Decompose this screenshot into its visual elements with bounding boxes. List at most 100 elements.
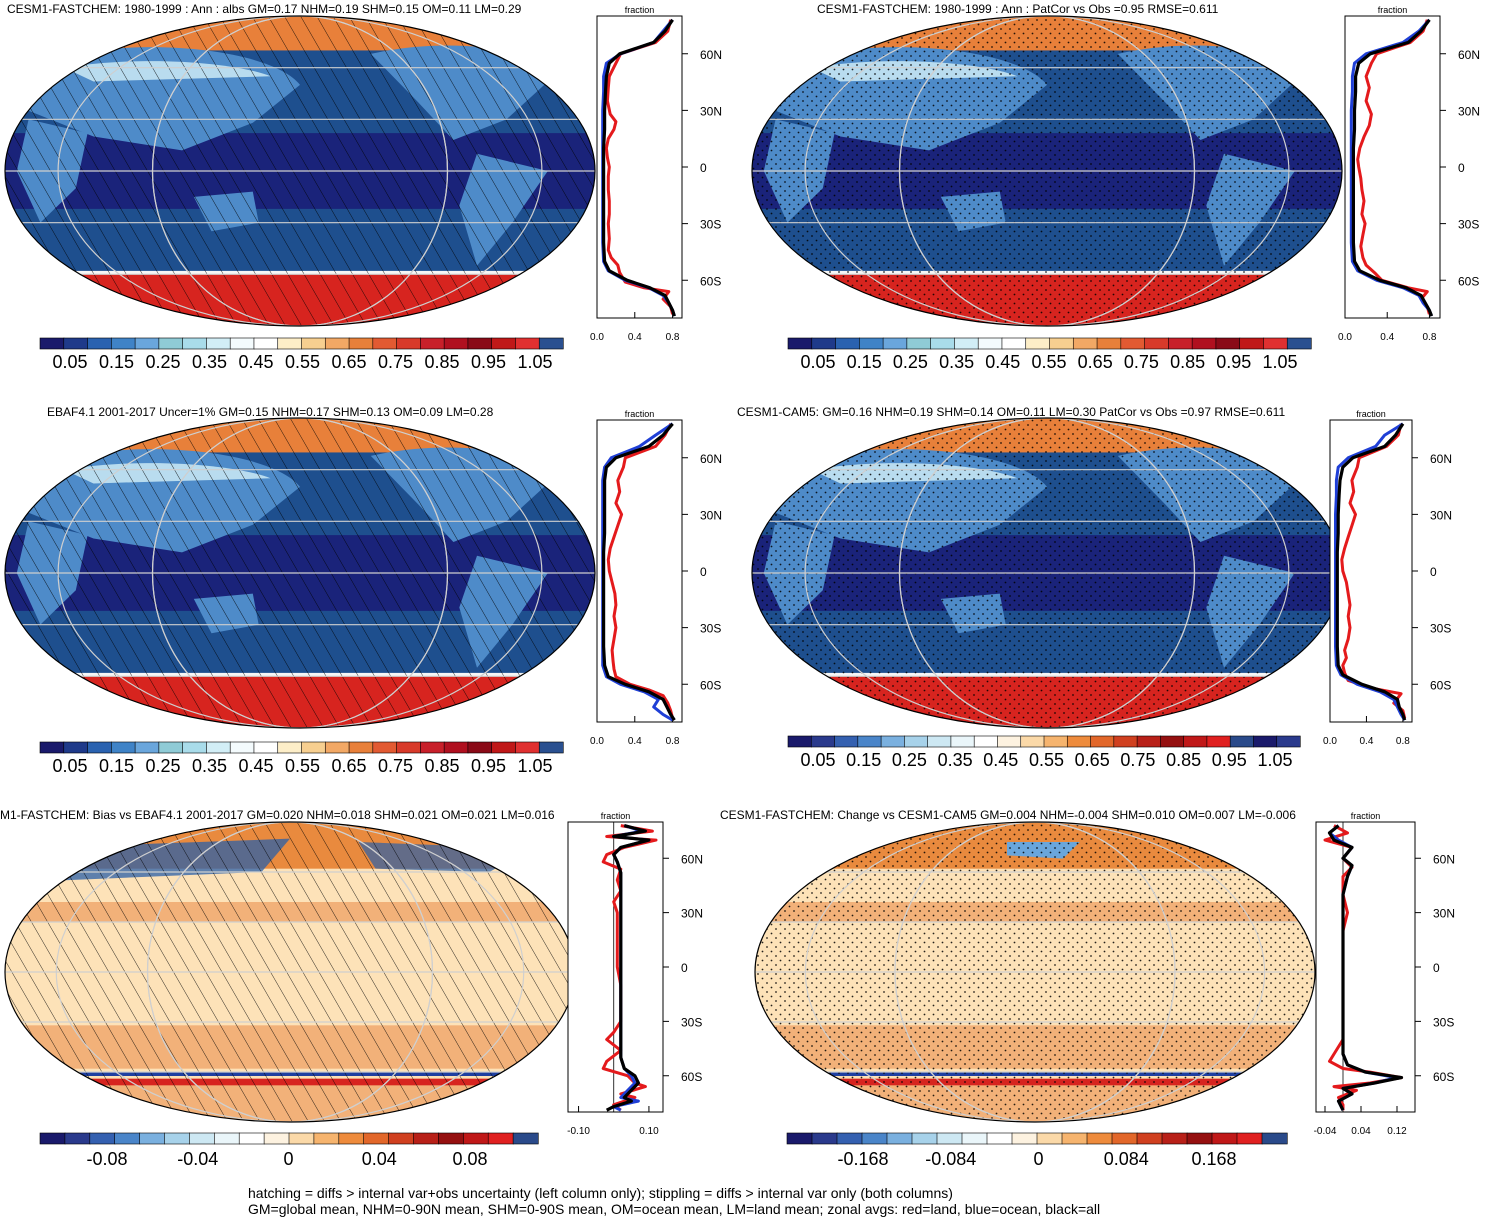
y-tick-label: 0 <box>700 161 707 175</box>
map-title: CESM1-FASTCHEM: 1980-1999 : Ann : PatCor… <box>817 2 1219 16</box>
colorbar: -0.168 -0.084 0 0.084 0.168 <box>786 1132 1288 1169</box>
colorbar-tick-label: 0.45 <box>985 352 1020 372</box>
colorbar-swatch <box>39 337 65 350</box>
colorbar-tick-label: 0.85 <box>1166 750 1201 770</box>
panel-3: EBAF4.1 2001-2017 Uncer=1% GM=0.15 NHM=0… <box>4 405 722 776</box>
colorbar-swatch <box>1001 337 1027 350</box>
colorbar-swatch <box>134 337 160 350</box>
colorbar-swatch <box>64 1132 91 1145</box>
colorbar-swatch <box>1186 1132 1213 1145</box>
y-tick-label: 30N <box>1433 907 1455 921</box>
colorbar-tick-label: 0.05 <box>52 756 87 776</box>
colorbar-tick-label: 0 <box>1033 1149 1043 1169</box>
zonal-profile: fraction 60N 30N 0 30S 60S 0.0 0.4 0.8 <box>590 409 722 747</box>
colorbar-tick-label: 0.35 <box>192 756 227 776</box>
meridian-line <box>151 16 449 326</box>
y-tick-label: 30N <box>700 508 722 522</box>
x-tick-label: 0.4 <box>1380 332 1394 343</box>
colorbar-swatch <box>1160 735 1185 748</box>
profile-title: fraction <box>1378 5 1408 15</box>
x-tick-label: 0.4 <box>628 736 642 747</box>
x-tick-label: -0.10 <box>567 1126 590 1137</box>
colorbar-swatch <box>787 337 813 350</box>
colorbar-swatch <box>886 1132 913 1145</box>
map-border <box>4 15 596 327</box>
colorbar-swatch <box>462 1132 489 1145</box>
colorbar-swatch <box>1036 1132 1063 1145</box>
colorbar-swatch <box>1066 735 1092 748</box>
colorbar-swatch <box>1168 337 1193 350</box>
colorbar-swatch <box>164 1132 191 1145</box>
zonal-profile: fraction 60N 30N 0 30S 60S 0.0 0.4 0.8 <box>1338 5 1480 343</box>
colorbar-tick-label: 0.55 <box>1031 352 1066 372</box>
colorbar-tick-label: 0.75 <box>378 352 413 372</box>
colorbar-tick-label: 1.05 <box>517 352 552 372</box>
colorbar-tick-label: 0.05 <box>800 750 835 770</box>
colorbar-swatch <box>348 337 374 350</box>
colorbar-swatch <box>491 741 517 754</box>
y-tick-label: 30S <box>700 218 721 232</box>
meridian-line <box>151 418 449 728</box>
colorbar-swatch <box>253 741 279 754</box>
colorbar-swatch <box>338 1132 365 1145</box>
colorbar-swatch <box>786 1132 813 1145</box>
profile-frame <box>596 419 683 723</box>
colorbar-swatch <box>396 337 421 350</box>
panel-6: CESM1-FASTCHEM: Change vs CESM1-CAM5 GM=… <box>720 808 1455 1169</box>
colorbar-swatch <box>87 337 112 350</box>
meridian-line <box>898 16 1196 326</box>
colorbar-swatch <box>1090 735 1115 748</box>
profile-title: fraction <box>1356 409 1386 419</box>
y-tick-label: 30S <box>700 622 721 636</box>
colorbar-tick-label: 0.15 <box>846 750 881 770</box>
colorbar-swatch <box>1136 735 1161 748</box>
zonal-profile: fraction 60N 30N 0 30S 60S -0.10 0.10 <box>567 811 703 1137</box>
map-title: CESM1-FASTCHEM: 1980-1999 : Ann : albs G… <box>7 2 522 16</box>
colorbar-tick-label: 0.25 <box>892 750 927 770</box>
y-tick-label: 30S <box>681 1015 702 1029</box>
colorbar-swatch <box>158 741 184 754</box>
x-tick-label: 0.12 <box>1387 1126 1407 1137</box>
colorbar-tick-label: 0.65 <box>331 756 366 776</box>
colorbar-swatch <box>1043 735 1068 748</box>
colorbar-tick-label: 0.95 <box>1212 750 1247 770</box>
map-border <box>754 821 1316 1123</box>
colorbar-swatch <box>882 337 908 350</box>
colorbar-swatch <box>372 741 398 754</box>
y-tick-label: 30N <box>700 104 722 118</box>
profile-title: fraction <box>625 5 655 15</box>
colorbar-tick-label: 0.35 <box>939 352 974 372</box>
map-field <box>752 418 1342 728</box>
colorbar-swatch <box>63 741 89 754</box>
meridian-line <box>804 418 1290 728</box>
colorbar: 0.05 0.15 0.25 0.35 0.45 0.55 0.65 0.75 0.85 0.95… <box>39 337 564 372</box>
y-tick-label: 60S <box>681 1070 702 1084</box>
colorbar-tick-label: -0.04 <box>177 1149 218 1169</box>
x-tick-label: 0.4 <box>628 332 642 343</box>
colorbar-tick-label: 0.08 <box>452 1149 487 1169</box>
colorbar-swatch <box>1011 1132 1038 1145</box>
y-tick-label: 30N <box>1458 104 1480 118</box>
colorbar-tick-label: 0 <box>283 1149 293 1169</box>
meridian-line <box>894 822 1176 1122</box>
colorbar-tick-label: 0.75 <box>1124 352 1159 372</box>
y-tick-label: 0 <box>1430 565 1437 579</box>
colorbar-swatch <box>206 741 231 754</box>
panel-2: CESM1-FASTCHEM: 1980-1999 : Ann : PatCor… <box>751 2 1480 372</box>
colorbar-tick-label: -0.168 <box>837 1149 888 1169</box>
colorbar-swatch <box>396 741 421 754</box>
colorbar-swatch <box>1136 1132 1163 1145</box>
y-tick-label: 60N <box>681 852 703 866</box>
colorbar-swatch <box>229 337 255 350</box>
panel-1: CESM1-FASTCHEM: 1980-1999 : Ann : albs G… <box>4 2 722 372</box>
map-title: M1-FASTCHEM: Bias vs EBAF4.1 2001-2017 G… <box>0 808 555 822</box>
x-tick-label: -0.04 <box>1314 1126 1337 1137</box>
colorbar-swatch <box>139 1132 166 1145</box>
colorbar-tick-label: 1.05 <box>1257 750 1292 770</box>
colorbar-swatch <box>114 1132 141 1145</box>
zonal-mean-line <box>1335 422 1407 721</box>
colorbar-tick-label: 0.25 <box>145 352 180 372</box>
colorbar-tick-label: 0.04 <box>362 1149 397 1169</box>
figure-caption: hatching = diffs > internal var+obs unce… <box>248 1185 1448 1217</box>
